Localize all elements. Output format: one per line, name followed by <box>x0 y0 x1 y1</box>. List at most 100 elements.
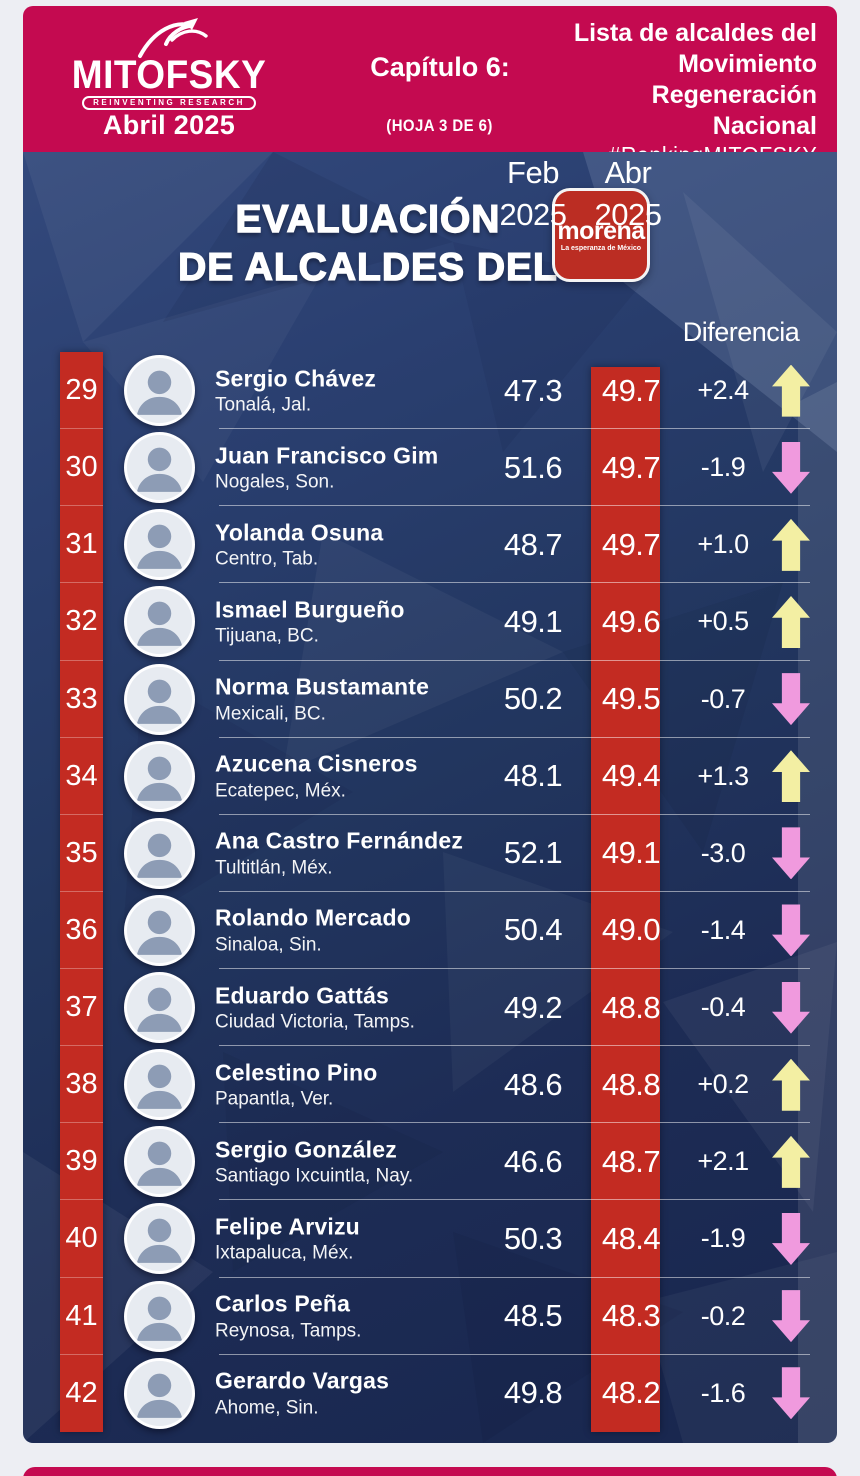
card-title-line1: EVALUACIÓN <box>235 197 501 241</box>
person-silhouette-icon <box>127 1129 192 1195</box>
abr-score: 49.7 <box>601 449 661 485</box>
mayor-city: Santiago Ixcuintla, Nay. <box>215 1165 414 1187</box>
rank-number: 42 <box>65 1376 98 1409</box>
mayor-identity: Sergio González Santiago Ixcuintla, Nay. <box>215 1136 413 1187</box>
mayor-name: Norma Bustamante <box>215 673 430 700</box>
rank-strip-divider <box>60 582 103 584</box>
mayor-photo <box>124 894 195 966</box>
feb-score: 49.1 <box>503 603 563 639</box>
rank-number: 39 <box>65 1145 98 1178</box>
diff-value: +2.1 <box>697 1146 749 1177</box>
card-title-line2: DE ALCALDES DEL <box>177 245 558 289</box>
mayor-identity: Celestino Pino Papantla, Ver. <box>215 1059 378 1110</box>
mayor-identity: Gerardo Vargas Ahome, Sin. <box>215 1368 389 1419</box>
rank-number: 40 <box>65 1222 98 1255</box>
abr-score: 49.1 <box>601 835 661 871</box>
mayor-name: Gerardo Vargas <box>215 1367 390 1394</box>
mayor-photo <box>124 1049 195 1121</box>
rank-strip-divider <box>60 428 103 430</box>
mayor-identity: Yolanda Osuna Centro, Tab. <box>215 519 383 570</box>
column-header-diferencia: Diferencia <box>682 317 800 347</box>
rank-strip-divider <box>60 813 103 815</box>
morena-logo-word: morena <box>557 216 645 245</box>
person-silhouette-icon <box>127 820 192 886</box>
mayor-name: Celestino Pino <box>215 1059 378 1086</box>
mayor-identity: Eduardo Gattás Ciudad Victoria, Tamps. <box>215 982 415 1033</box>
abr-score: 49.4 <box>601 758 661 794</box>
morena-logo: morena La esperanza de México <box>552 188 650 282</box>
mitofsky-swoosh-icon <box>138 18 208 58</box>
mayor-identity: Carlos Peña Reynosa, Tamps. <box>215 1290 361 1341</box>
feb-score: 49.8 <box>503 1375 563 1411</box>
diff-value: -0.7 <box>700 683 746 714</box>
mayor-identity: Azucena Cisneros Ecatepec, Méx. <box>215 751 418 802</box>
rank-strip-divider <box>60 505 103 507</box>
subject-block: Lista de alcaldes del Movimiento Regener… <box>565 6 837 168</box>
table-row: 31 Yolanda Osuna Centro, Tab. 48.7 49.7 … <box>23 506 837 584</box>
abr-column-strip <box>591 367 660 1432</box>
mayor-city: Ciudad Victoria, Tamps. <box>215 1011 415 1033</box>
person-silhouette-icon <box>127 897 192 963</box>
person-silhouette-icon <box>127 1360 192 1426</box>
mayor-name: Yolanda Osuna <box>215 519 384 546</box>
feb-score: 50.3 <box>503 1220 563 1256</box>
mayor-city: Sinaloa, Sin. <box>215 934 322 956</box>
rank-strip-divider <box>60 1353 103 1355</box>
feb-score: 50.2 <box>503 681 563 717</box>
table-row: 40 Felipe Arvizu Ixtapaluca, Méx. 50.3 4… <box>23 1200 837 1278</box>
row-divider <box>219 1353 810 1355</box>
row-divider <box>219 659 810 661</box>
rank-number: 33 <box>65 682 98 715</box>
row-divider <box>219 813 810 815</box>
column-header-feb: Feb 2025 <box>473 152 593 1443</box>
table-row: 29 Sergio Chávez Tonalá, Jal. 47.3 49.7 … <box>23 352 837 430</box>
diff-value: -3.0 <box>700 837 746 868</box>
table-row: 42 Gerardo Vargas Ahome, Sin. 49.8 48.2 … <box>23 1355 837 1432</box>
person-silhouette-icon <box>127 589 192 655</box>
person-silhouette-icon <box>127 975 192 1040</box>
row-divider <box>219 1276 810 1278</box>
rank-number: 37 <box>65 991 98 1024</box>
diff-value: +2.4 <box>697 375 749 406</box>
abr-score: 49.5 <box>601 681 661 717</box>
mayor-photo <box>124 817 195 889</box>
column-header-feb-line1: Feb <box>507 155 559 190</box>
row-divider <box>219 736 810 738</box>
rank-strip-divider <box>60 1199 103 1201</box>
diff-value: +1.0 <box>697 529 749 560</box>
mayor-city: Ixtapaluca, Méx. <box>215 1242 354 1264</box>
feb-score: 51.6 <box>503 449 563 485</box>
ranking-card: EVALUACIÓN DE ALCALDES DEL morena La esp… <box>23 152 837 1443</box>
brand-tagline: REINVENTING RESEARCH <box>82 96 256 110</box>
person-silhouette-icon <box>127 1283 192 1349</box>
mayor-name: Rolando Mercado <box>215 904 411 931</box>
mayor-name: Juan Francisco Gim <box>215 442 439 469</box>
card-title: EVALUACIÓN DE ALCALDES DEL <box>128 196 608 292</box>
mayor-identity: Rolando Mercado Sinaloa, Sin. <box>215 905 411 956</box>
mayor-city: Tultitlán, Méx. <box>215 857 333 879</box>
diff-value: +0.2 <box>697 1069 749 1100</box>
mayor-photo <box>124 1280 195 1352</box>
person-silhouette-icon <box>127 1052 192 1118</box>
mayor-city: Tijuana, BC. <box>215 625 319 647</box>
mayor-name: Sergio González <box>215 1136 397 1163</box>
mayor-identity: Felipe Arvizu Ixtapaluca, Méx. <box>215 1213 360 1264</box>
person-silhouette-icon <box>127 1206 192 1272</box>
rank-number: 38 <box>65 1068 98 1101</box>
column-header-abr: Abr 2025 <box>569 152 687 1443</box>
mayor-identity: Ana Castro Fernández Tultitlán, Méx. <box>215 828 463 879</box>
rank-number: 30 <box>65 451 98 484</box>
mayor-photo <box>124 1126 195 1198</box>
rank-strip-divider <box>60 659 103 661</box>
mayor-photo <box>124 972 195 1043</box>
mayor-city: Ecatepec, Méx. <box>215 779 346 801</box>
rank-number: 36 <box>65 913 98 946</box>
rank-strip-divider <box>60 968 103 969</box>
row-divider <box>219 1199 810 1201</box>
row-divider <box>219 582 810 584</box>
abr-score: 48.8 <box>601 989 661 1025</box>
subject-title: Lista de alcaldes del Movimiento Regener… <box>573 19 817 140</box>
diff-value: -0.2 <box>700 1300 746 1331</box>
table-row: 33 Norma Bustamante Mexicali, BC. 50.2 4… <box>23 661 837 738</box>
